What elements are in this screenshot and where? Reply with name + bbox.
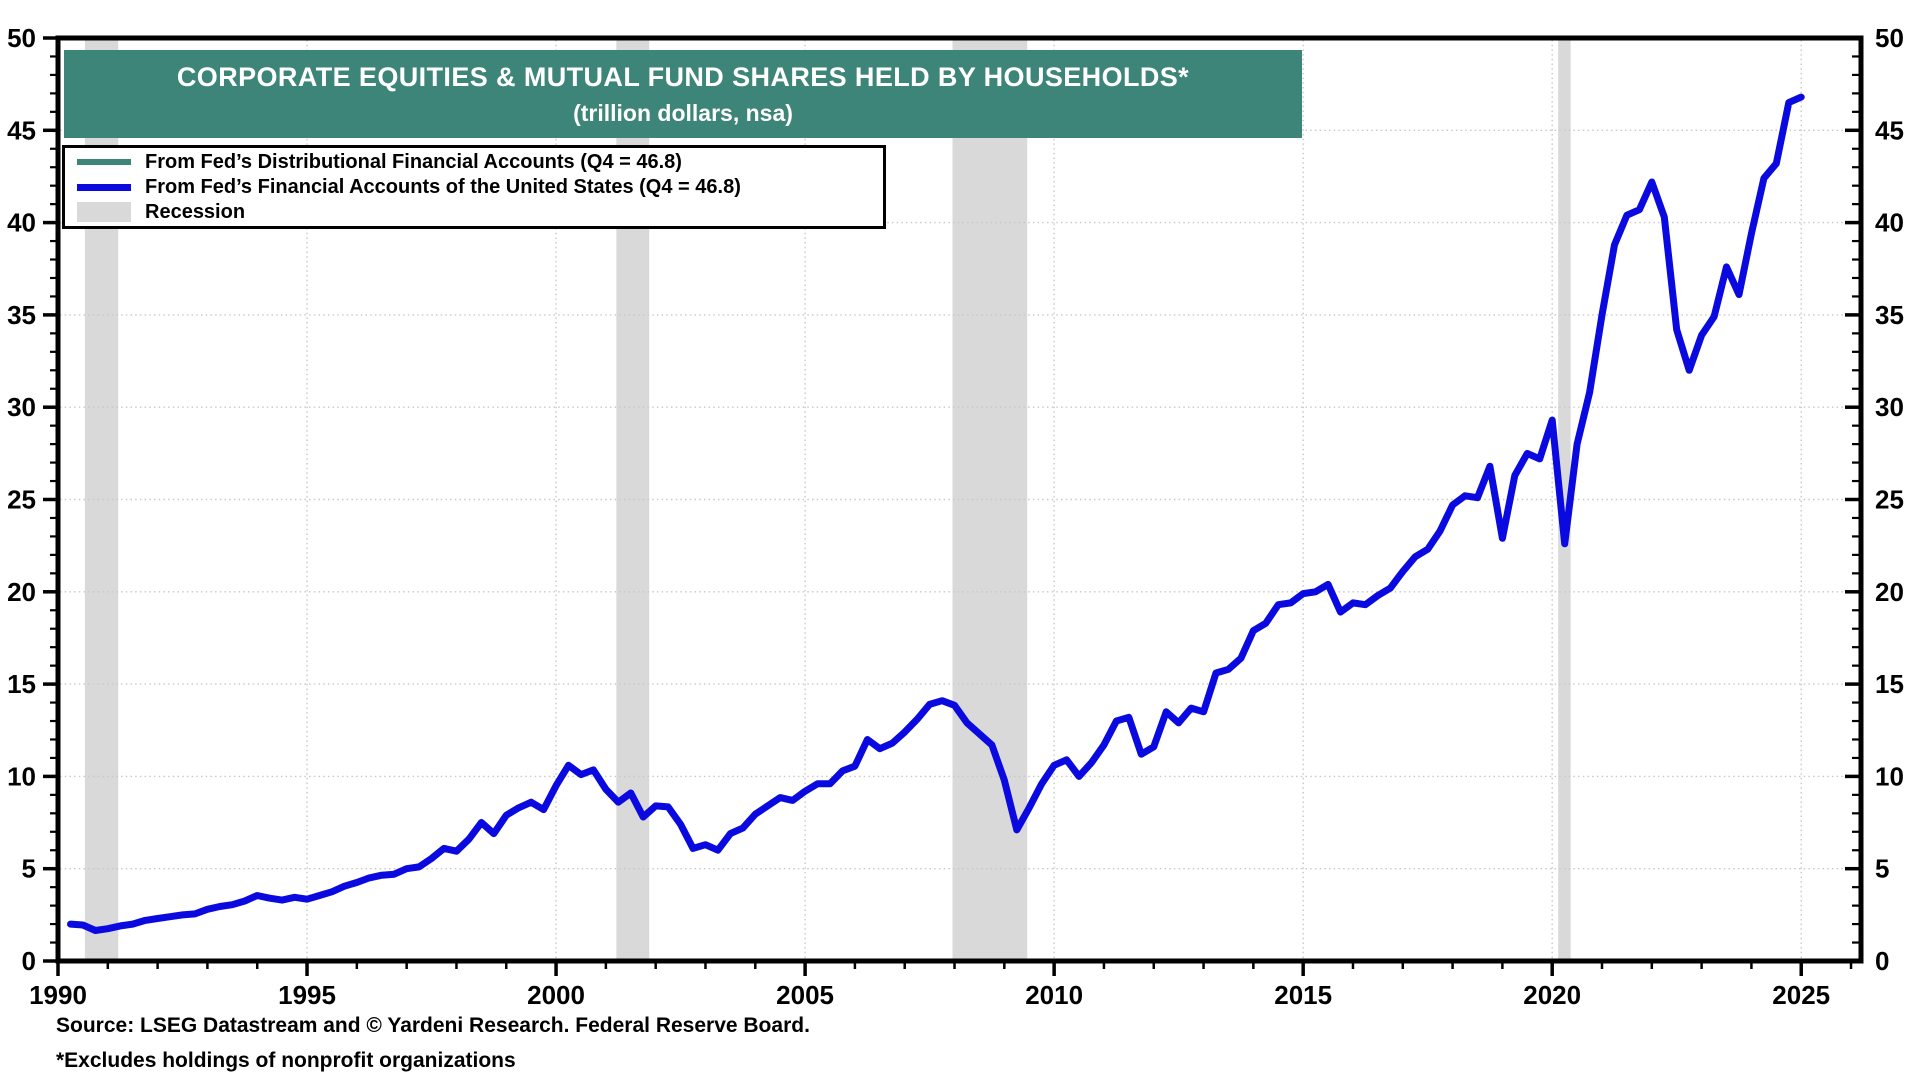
chart-subtitle: (trillion dollars, nsa) <box>573 99 793 126</box>
x-axis-label: 2020 <box>1523 980 1581 1010</box>
y-axis-label-right: 10 <box>1875 761 1904 791</box>
recession-band-swatch-icon <box>77 201 131 222</box>
y-axis-label-right: 5 <box>1875 854 1889 884</box>
y-axis-label-right: 20 <box>1875 577 1904 607</box>
x-axis-label: 2025 <box>1772 980 1830 1010</box>
y-axis-label-left: 45 <box>7 115 36 145</box>
y-axis-label-left: 15 <box>7 669 36 699</box>
y-axis-label-left: 40 <box>7 208 36 238</box>
y-axis-label-right: 50 <box>1875 23 1904 53</box>
x-axis-label: 2015 <box>1274 980 1332 1010</box>
title-bar: CORPORATE EQUITIES & MUTUAL FUND SHARES … <box>64 50 1302 138</box>
y-axis-label-left: 35 <box>7 300 36 330</box>
y-axis-label-right: 40 <box>1875 208 1904 238</box>
source-text: Source: LSEG Datastream and © Yardeni Re… <box>56 1014 810 1037</box>
legend-label: Recession <box>145 200 246 223</box>
y-axis-label-left: 20 <box>7 577 36 607</box>
legend-box: From Fed’s Distributional Financial Acco… <box>62 145 886 229</box>
x-axis-label: 2005 <box>776 980 834 1010</box>
x-axis-label: 1995 <box>278 980 336 1010</box>
y-axis-label-left: 0 <box>22 946 36 976</box>
legend-item-distributional-accounts: From Fed’s Distributional Financial Acco… <box>77 150 883 175</box>
y-axis-label-right: 0 <box>1875 946 1889 976</box>
y-axis-label-right: 30 <box>1875 392 1904 422</box>
x-axis-label: 2010 <box>1025 980 1083 1010</box>
y-axis-label-left: 30 <box>7 392 36 422</box>
y-axis-label-left: 10 <box>7 761 36 791</box>
teal-line-swatch-icon <box>77 159 131 166</box>
legend-item-recession: Recession <box>77 199 883 224</box>
legend-item-financial-accounts: From Fed’s Financial Accounts of the Uni… <box>77 175 883 200</box>
legend-label: From Fed’s Financial Accounts of the Uni… <box>145 176 741 198</box>
legend-label: From Fed’s Distributional Financial Acco… <box>145 151 682 174</box>
footnote-text: *Excludes holdings of nonprofit organiza… <box>56 1049 516 1072</box>
y-axis-label-left: 50 <box>7 23 36 53</box>
x-axis-label: 1990 <box>29 980 87 1010</box>
x-axis-label: 2000 <box>527 980 585 1010</box>
chart-title: CORPORATE EQUITIES & MUTUAL FUND SHARES … <box>176 61 1190 92</box>
y-axis-label-right: 25 <box>1875 485 1904 515</box>
y-axis-label-left: 5 <box>22 854 36 884</box>
y-axis-label-right: 35 <box>1875 300 1904 330</box>
series-line-financial-accounts <box>67 93 1805 934</box>
y-axis-label-right: 45 <box>1875 115 1904 145</box>
y-axis-label-left: 25 <box>7 485 36 515</box>
footer: Source: LSEG Datastream and © Yardeni Re… <box>56 1014 810 1073</box>
blue-line-swatch-icon <box>77 183 131 191</box>
y-axis-label-right: 15 <box>1875 669 1904 699</box>
